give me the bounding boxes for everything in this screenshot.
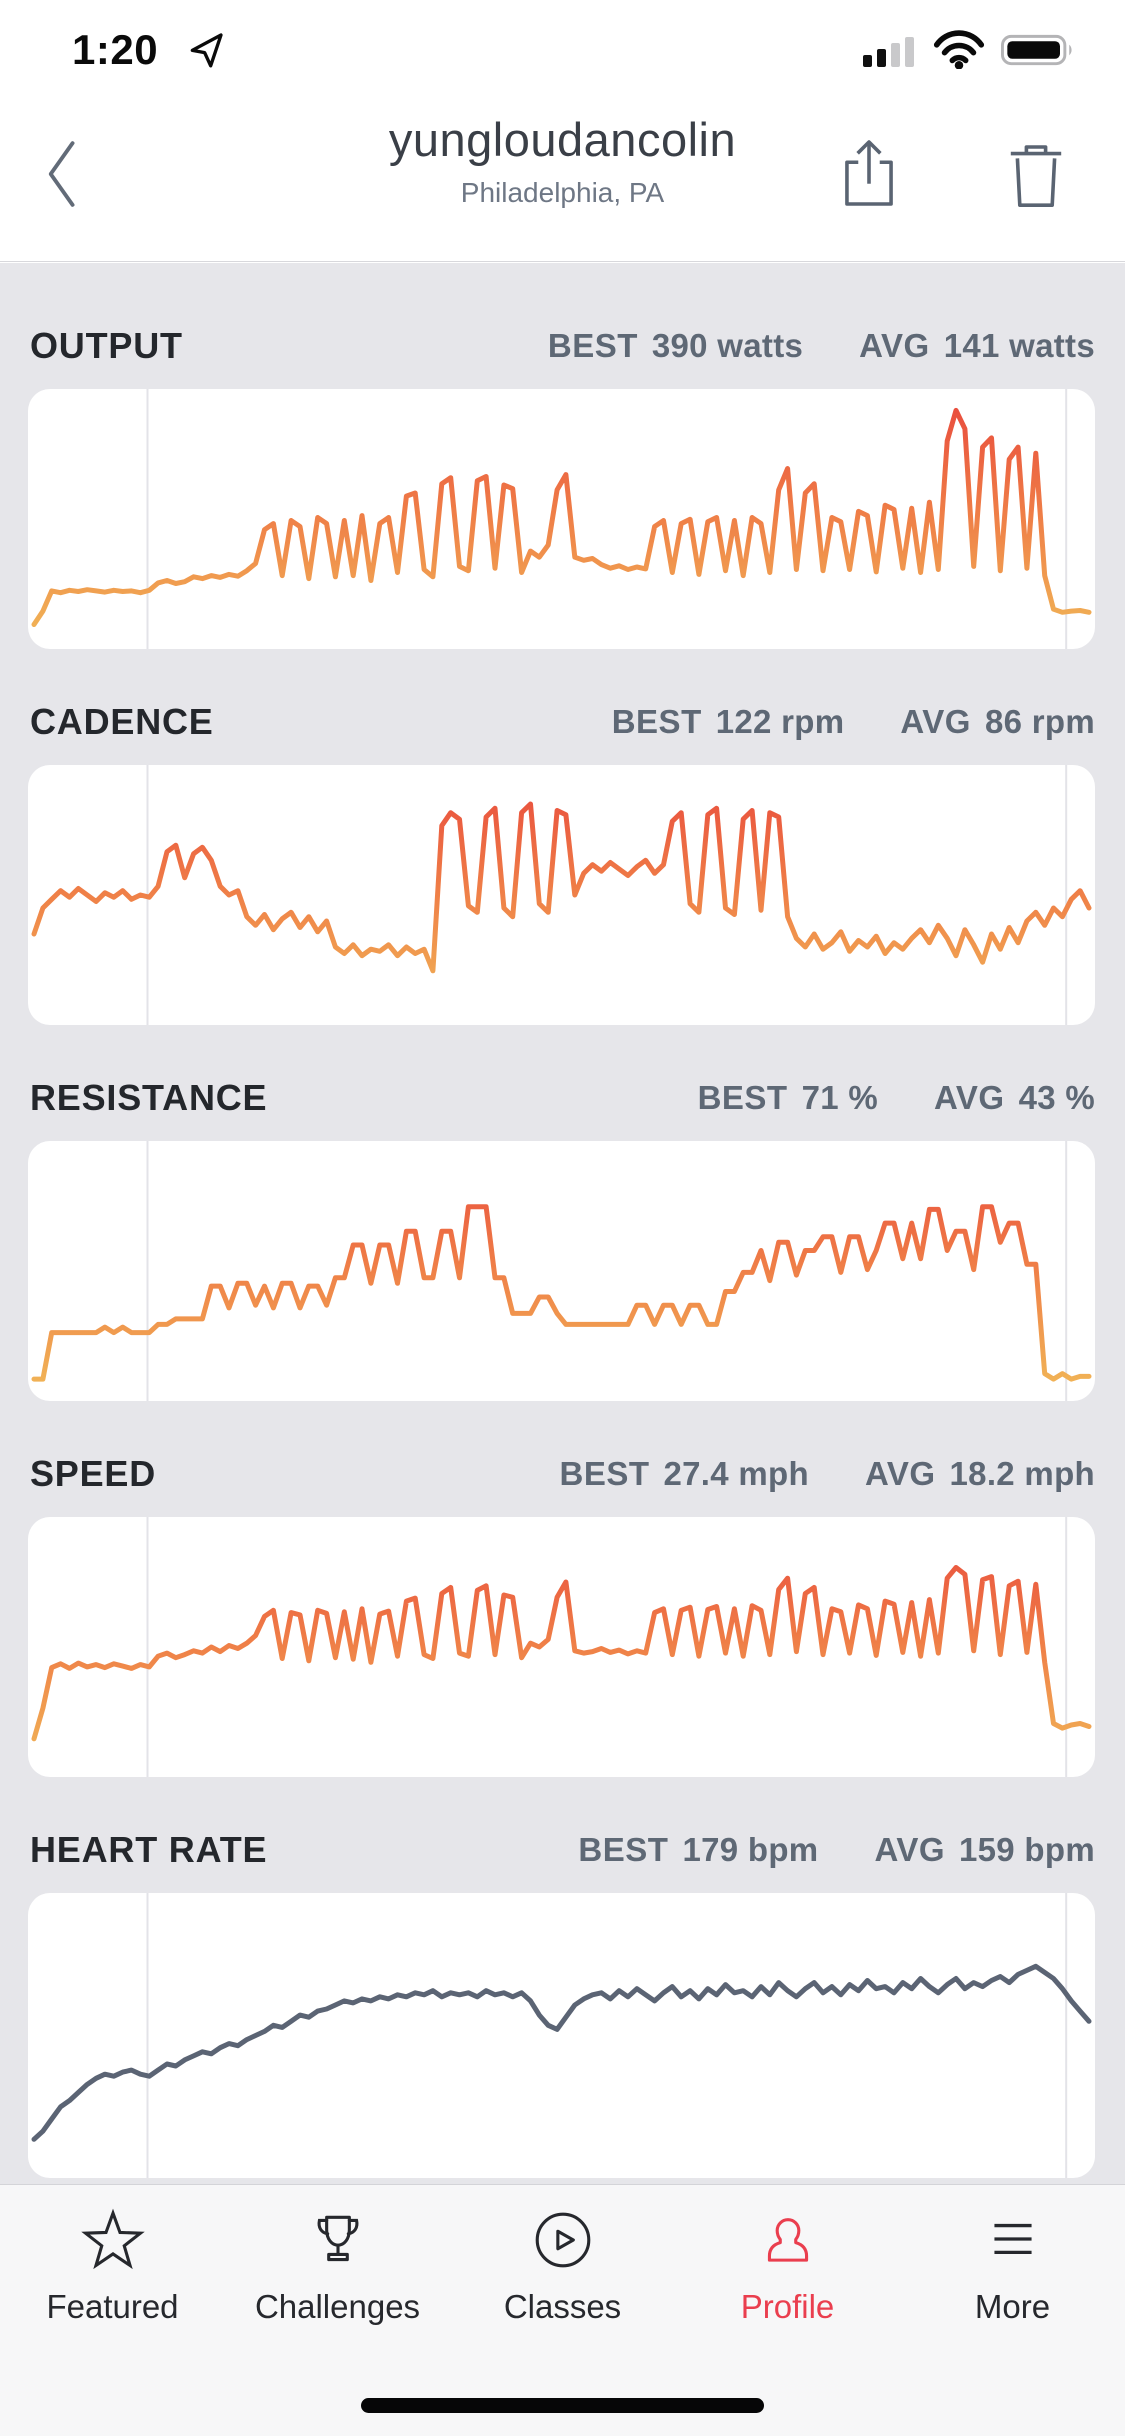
status-bar: 1:20 bbox=[0, 0, 1125, 94]
best-value: 71 % bbox=[801, 1079, 879, 1116]
section-output: OUTPUT BEST 390 watts AVG 141 watts bbox=[0, 311, 1125, 649]
star-icon bbox=[80, 2207, 146, 2278]
tab-label: Challenges bbox=[254, 2288, 421, 2325]
heart-rate-chart bbox=[31, 1893, 1092, 2178]
status-time: 1:20 bbox=[72, 26, 159, 73]
best-label: BEST bbox=[559, 1455, 650, 1492]
battery-icon bbox=[1000, 32, 1079, 73]
tab-classes[interactable]: Classes bbox=[450, 2185, 675, 2436]
section-title: OUTPUT bbox=[30, 325, 183, 366]
home-indicator[interactable] bbox=[361, 2398, 764, 2413]
avg-label: AVG bbox=[864, 1455, 936, 1492]
best-label: BEST bbox=[578, 1831, 669, 1868]
tab-label: More bbox=[974, 2288, 1051, 2325]
tab-label: Classes bbox=[503, 2288, 622, 2325]
wifi-icon bbox=[933, 30, 985, 74]
best-label: BEST bbox=[697, 1079, 788, 1116]
tab-more[interactable]: More bbox=[900, 2185, 1125, 2436]
tab-featured[interactable]: Featured bbox=[0, 2185, 225, 2436]
location-arrow-icon bbox=[186, 30, 226, 75]
share-button[interactable] bbox=[838, 136, 900, 215]
cellular-signal-icon bbox=[863, 33, 917, 72]
best-value: 390 watts bbox=[651, 327, 804, 364]
best-label: BEST bbox=[547, 327, 638, 364]
tab-challenges[interactable]: Challenges bbox=[225, 2185, 450, 2436]
section-title: RESISTANCE bbox=[30, 1077, 268, 1118]
section-title: SPEED bbox=[30, 1453, 157, 1494]
person-icon bbox=[755, 2207, 821, 2278]
section-resistance: RESISTANCE BEST 71 % AVG 43 % bbox=[0, 1063, 1125, 1401]
avg-label: AVG bbox=[900, 703, 971, 740]
speed-chart bbox=[31, 1517, 1092, 1777]
best-value: 122 rpm bbox=[715, 703, 845, 740]
menu-icon bbox=[980, 2207, 1046, 2278]
avg-label: AVG bbox=[859, 327, 930, 364]
section-stats: BEST 179 bpm AVG 159 bpm bbox=[578, 1831, 1095, 1869]
cadence-chart-card bbox=[28, 765, 1095, 1025]
heart-rate-chart-card bbox=[28, 1893, 1095, 2178]
play-circle-icon bbox=[530, 2207, 596, 2278]
nav-header: yungloudancolin Philadelphia, PA bbox=[0, 94, 1125, 262]
avg-value: 159 bpm bbox=[959, 1831, 1095, 1868]
speed-chart-card bbox=[28, 1517, 1095, 1777]
section-cadence: CADENCE BEST 122 rpm AVG 86 rpm bbox=[0, 687, 1125, 1025]
resistance-chart bbox=[31, 1141, 1092, 1401]
section-title: CADENCE bbox=[30, 701, 214, 742]
status-indicators bbox=[863, 30, 1079, 74]
back-button[interactable] bbox=[44, 136, 92, 212]
tab-profile[interactable]: Profile bbox=[675, 2185, 900, 2436]
best-label: BEST bbox=[611, 703, 702, 740]
page-title: yungloudancolin bbox=[388, 113, 737, 166]
output-chart bbox=[31, 389, 1092, 649]
header-titles: yungloudancolin Philadelphia, PA bbox=[0, 112, 1125, 209]
avg-label: AVG bbox=[874, 1831, 945, 1868]
section-stats: BEST 71 % AVG 43 % bbox=[698, 1079, 1095, 1117]
section-heart-rate: HEART RATE BEST 179 bpm AVG 159 bpm bbox=[0, 1815, 1125, 2178]
section-stats: BEST 122 rpm AVG 86 rpm bbox=[612, 703, 1095, 741]
section-stats: BEST 390 watts AVG 141 watts bbox=[548, 327, 1095, 365]
avg-value: 43 % bbox=[1018, 1079, 1095, 1116]
page-subtitle: Philadelphia, PA bbox=[460, 177, 665, 208]
cadence-chart bbox=[31, 765, 1092, 1025]
trophy-icon bbox=[305, 2207, 371, 2278]
section-title: HEART RATE bbox=[30, 1829, 268, 1870]
avg-label: AVG bbox=[934, 1079, 1005, 1116]
output-chart-card bbox=[28, 389, 1095, 649]
tab-label: Profile bbox=[740, 2288, 835, 2325]
tab-bar: Featured Challenges Classes bbox=[0, 2184, 1125, 2436]
section-stats: BEST 27.4 mph AVG 18.2 mph bbox=[559, 1455, 1095, 1493]
tab-label: Featured bbox=[46, 2288, 179, 2325]
delete-button[interactable] bbox=[1006, 138, 1066, 215]
metrics-scroll-area[interactable]: OUTPUT BEST 390 watts AVG 141 watts CADENC… bbox=[0, 263, 1125, 2184]
avg-value: 86 rpm bbox=[984, 703, 1095, 740]
section-speed: SPEED BEST 27.4 mph AVG 18.2 mph bbox=[0, 1439, 1125, 1777]
best-value: 27.4 mph bbox=[663, 1455, 809, 1492]
avg-value: 141 watts bbox=[943, 327, 1095, 364]
best-value: 179 bpm bbox=[682, 1831, 819, 1868]
avg-value: 18.2 mph bbox=[949, 1455, 1095, 1492]
resistance-chart-card bbox=[28, 1141, 1095, 1401]
